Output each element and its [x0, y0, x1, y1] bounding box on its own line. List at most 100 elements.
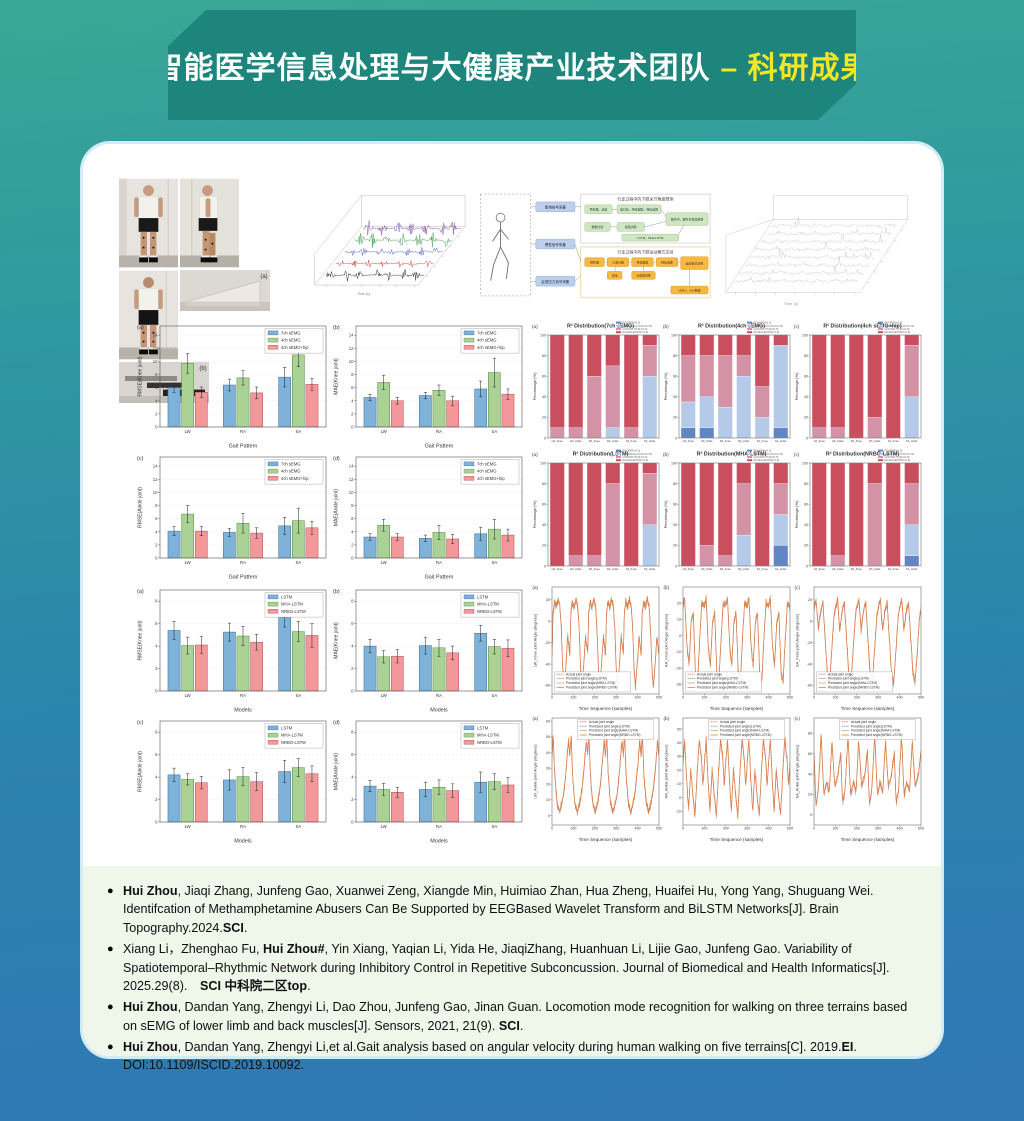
svg-text:20: 20	[677, 602, 681, 606]
svg-text:7ch sEMG: 7ch sEMG	[477, 462, 497, 467]
reference-item: ● Hui Zhou, Jiaqi Zhang, Junfeng Gao, Xua…	[107, 884, 874, 935]
angle-prediction-line-grid: -60 -40 -20 0 20 0 100 200 300 400 500 Time Sequenc…	[531, 582, 925, 844]
chart-rmse-knee-models: 0 2 4 6 8 LW RA SA Models RMSE(Knee joint) (a) LSTM…	[137, 589, 327, 714]
svg-text:200: 200	[592, 696, 598, 700]
svg-text:300: 300	[744, 827, 750, 831]
svg-text:40: 40	[673, 523, 677, 527]
svg-text:7ch sEMG: 7ch sEMG	[477, 331, 497, 336]
svg-text:R² Distribution(4ch sEMG): R² Distribution(4ch sEMG)	[698, 324, 765, 330]
svg-text:2: 2	[351, 666, 354, 671]
svg-text:SA: SA	[295, 429, 301, 434]
svg-text:-20: -20	[676, 666, 681, 670]
chart-rmse-ankle-models: 0 2 4 6 8 LW RA SA Models RMSE(Ankle joint) (c) LST…	[137, 720, 327, 845]
svg-text:200: 200	[723, 827, 729, 831]
bullet-icon: ●	[107, 885, 114, 897]
svg-text:(d): (d)	[333, 720, 340, 726]
svg-text:SA_Knee joint Angle (degrees): SA_Knee joint Angle (degrees)	[795, 613, 800, 667]
chart-r2-7ch: 0 20 40 60 80 100 LW_Knee LW_Ankle RA_Knee RA_Ank…	[532, 321, 660, 443]
svg-text:6: 6	[351, 621, 354, 626]
svg-text:POOR(R²≤0.5): POOR(R²≤0.5)	[754, 449, 772, 453]
svg-text:LW_Ankle: LW_Ankle	[570, 567, 582, 571]
svg-text:0: 0	[548, 814, 550, 818]
svg-text:LW_Ankle: LW_Ankle	[570, 439, 582, 443]
svg-text:MAE(Ankle joint): MAE(Ankle joint)	[334, 489, 340, 527]
svg-text:30: 30	[546, 767, 550, 771]
svg-text:SA_Knee: SA_Knee	[626, 567, 638, 571]
svg-text:200: 200	[592, 827, 598, 831]
svg-text:40: 40	[546, 751, 550, 755]
chart-mae-ankle-gait: 0 2 4 6 8 10 12 14 LW RA SA Gait Pattern MAE(Ankle j…	[333, 456, 523, 581]
svg-text:SA_Ankle: SA_Ankle	[775, 567, 787, 571]
svg-text:0: 0	[155, 425, 158, 430]
svg-text:MAE(Ankle joint): MAE(Ankle joint)	[334, 753, 340, 791]
svg-text:R² Distribution(4ch sEMG+hip): R² Distribution(4ch sEMG+hip)	[823, 324, 902, 330]
svg-text:NRBO-LSTM: NRBO-LSTM	[477, 740, 502, 745]
svg-text:LW_Knee: LW_Knee	[683, 439, 695, 443]
svg-text:(b): (b)	[333, 325, 340, 331]
svg-text:-60: -60	[545, 684, 550, 688]
svg-text:SA_Knee: SA_Knee	[626, 439, 638, 443]
svg-text:60: 60	[804, 503, 808, 507]
svg-text:NRBO-LSTM: NRBO-LSTM	[477, 609, 502, 614]
svg-text:运动模式识别: 运动模式识别	[686, 260, 704, 265]
svg-text:100: 100	[540, 461, 546, 465]
chart-lw-ankle-angle: 0 10 20 30 40 50 60 0 100 200 300 400 500 Time Sequen…	[533, 716, 663, 842]
svg-text:14: 14	[349, 464, 354, 469]
svg-text:(c): (c)	[795, 585, 801, 590]
svg-text:20: 20	[542, 544, 546, 548]
svg-text:惯性信号采集: 惯性信号采集	[545, 242, 567, 247]
svg-text:Predicted joint angle(LSTM): Predicted joint angle(LSTM)	[828, 677, 869, 681]
svg-text:6: 6	[351, 752, 354, 757]
svg-text:100: 100	[570, 827, 576, 831]
gait-bar-chart-grid: 0 2 4 6 8 10 12 14 LW RA SA Gait Pattern RMSE(Knee j…	[135, 320, 527, 582]
svg-text:SA: SA	[295, 824, 301, 829]
svg-text:60: 60	[673, 503, 677, 507]
svg-text:RA: RA	[436, 693, 442, 698]
svg-text:Models: Models	[430, 839, 448, 845]
svg-text:GENERAL(0.5<R²≤0.75): GENERAL(0.5<R²≤0.75)	[623, 324, 653, 328]
svg-text:GENERAL(0.5<R²≤0.75): GENERAL(0.5<R²≤0.75)	[623, 452, 653, 456]
svg-text:0: 0	[813, 696, 815, 700]
svg-text:Gait Pattern: Gait Pattern	[229, 575, 258, 581]
svg-text:R² Distribution(MHA-LSTM): R² Distribution(MHA-LSTM)	[697, 452, 767, 458]
svg-text:LW_Ankle: LW_Ankle	[832, 567, 844, 571]
svg-text:(b): (b)	[664, 716, 670, 721]
svg-text:RA: RA	[436, 560, 442, 565]
svg-text:-20: -20	[545, 641, 550, 645]
svg-text:0: 0	[155, 689, 158, 694]
svg-text:SA_Ankle joint Angle (degrees): SA_Ankle joint Angle (degrees)	[795, 744, 800, 799]
svg-text:(c): (c)	[794, 324, 800, 329]
svg-text:Predicted joint angle(NRBO-LST: Predicted joint angle(NRBO-LSTM)	[851, 733, 903, 737]
svg-text:(c): (c)	[795, 716, 801, 721]
svg-text:4: 4	[155, 775, 158, 780]
svg-text:4ch sEMG+hip: 4ch sEMG+hip	[477, 476, 505, 481]
svg-text:0: 0	[675, 564, 677, 568]
figure-row-top: (a) (b) Time (s) 肌电信号采集 惯性信号采集 足底压力信号采集 行走过…	[119, 178, 913, 403]
svg-text:0: 0	[806, 436, 808, 440]
svg-text:500: 500	[787, 696, 793, 700]
svg-text:Predicted joint angle(NRBO-LST: Predicted joint angle(NRBO-LSTM)	[589, 733, 641, 737]
svg-text:6: 6	[155, 385, 158, 390]
svg-text:400: 400	[897, 696, 903, 700]
svg-text:LW_Knee: LW_Knee	[814, 439, 826, 443]
svg-text:EXCELLENT(R²>0.9): EXCELLENT(R²>0.9)	[623, 330, 649, 334]
gray-waterfall-plot: Time (s)	[715, 178, 913, 314]
svg-text:(a): (a)	[533, 585, 539, 590]
svg-text:LW_Ankle joint Angle (degrees): LW_Ankle joint Angle (degrees)	[533, 744, 538, 799]
svg-text:Time Sequence (samples): Time Sequence (samples)	[841, 837, 895, 842]
svg-text:0: 0	[810, 813, 812, 817]
svg-text:R² Distribution(LSTM): R² Distribution(LSTM)	[573, 452, 629, 458]
svg-text:0: 0	[351, 556, 354, 561]
svg-text:(a): (a)	[137, 325, 144, 331]
svg-text:0: 0	[810, 620, 812, 624]
svg-text:500: 500	[918, 696, 924, 700]
svg-text:GENERAL(0.5<R²≤0.75): GENERAL(0.5<R²≤0.75)	[754, 452, 784, 456]
r2-distribution-grid: 0 20 40 60 80 100 LW_Knee LW_Ankle RA_Knee RA_Ank…	[531, 320, 924, 576]
svg-text:2: 2	[351, 411, 354, 416]
svg-text:400: 400	[766, 827, 772, 831]
svg-text:Predicted joint angle(MHA-LSTM: Predicted joint angle(MHA-LSTM)	[828, 681, 877, 685]
svg-text:RA: RA	[240, 693, 246, 698]
svg-text:400: 400	[897, 827, 903, 831]
